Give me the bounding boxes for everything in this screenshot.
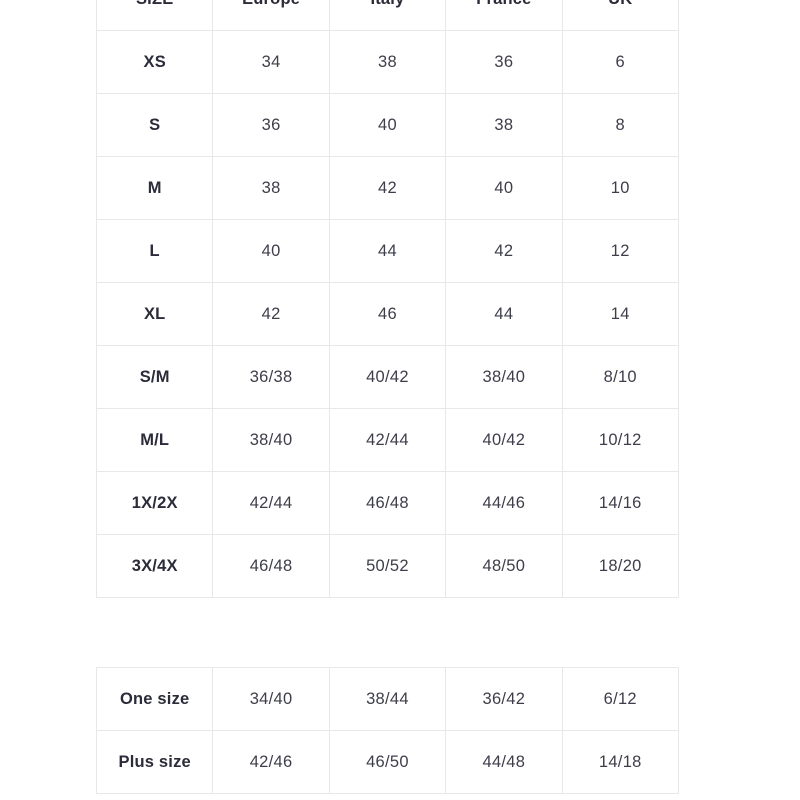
europe-value: 38 [212,156,330,220]
uk-value: 14/16 [561,471,679,535]
table-row: L 40 44 42 12 [95,219,679,283]
size-label: M [95,156,214,220]
secondary-table-body: One size 34/40 38/44 36/42 6/12 Plus siz… [95,667,679,794]
europe-value: 42 [212,282,330,346]
uk-value: 8/10 [561,345,679,409]
europe-value: 42/44 [212,471,330,535]
size-label: 1X/2X [95,471,214,535]
primary-table-header: SIZE Europe Italy France UK [95,0,679,31]
italy-value: 46/48 [328,471,447,535]
france-value: 38/40 [445,345,563,409]
table-row: Plus size 42/46 46/50 44/48 14/18 [95,730,679,794]
table-row: XL 42 46 44 14 [95,282,679,346]
france-value: 44 [445,282,563,346]
table-row: XS 34 38 36 6 [95,30,679,94]
table-row: 3X/4X 46/48 50/52 48/50 18/20 [95,534,679,598]
uk-value: 10 [561,156,679,220]
uk-value: 18/20 [561,534,679,598]
europe-value: 34/40 [212,667,330,731]
france-value: 36/42 [445,667,563,731]
italy-value: 44 [328,219,447,283]
italy-value: 42 [328,156,447,220]
italy-value: 38 [328,30,447,94]
france-value: 48/50 [445,534,563,598]
uk-value: 8 [561,93,679,157]
primary-table-body: XS 34 38 36 6 S 36 40 38 8 M 38 42 40 10 [95,30,679,598]
europe-value: 46/48 [212,534,330,598]
size-label: Plus size [95,730,214,794]
size-label: S/M [95,345,214,409]
uk-value: 14/18 [561,730,679,794]
italy-value: 42/44 [328,408,447,472]
column-header-italy: Italy [328,0,447,31]
france-value: 44/48 [445,730,563,794]
column-header-uk: UK [561,0,679,31]
table-row: S 36 40 38 8 [95,93,679,157]
secondary-size-conversion-table: One size 34/40 38/44 36/42 6/12 Plus siz… [95,667,679,794]
europe-value: 34 [212,30,330,94]
table-row: 1X/2X 42/44 46/48 44/46 14/16 [95,471,679,535]
europe-value: 42/46 [212,730,330,794]
uk-value: 14 [561,282,679,346]
italy-value: 46/50 [328,730,447,794]
size-label: One size [95,667,214,731]
france-value: 44/46 [445,471,563,535]
france-value: 40 [445,156,563,220]
size-label: XL [95,282,214,346]
size-label: XS [95,30,214,94]
table-row: S/M 36/38 40/42 38/40 8/10 [95,345,679,409]
uk-value: 6 [561,30,679,94]
size-label: L [95,219,214,283]
column-header-europe: Europe [212,0,330,31]
france-value: 36 [445,30,563,94]
uk-value: 6/12 [561,667,679,731]
france-value: 42 [445,219,563,283]
size-label: 3X/4X [95,534,214,598]
table-row: M/L 38/40 42/44 40/42 10/12 [95,408,679,472]
column-header-size: SIZE [95,0,214,31]
table-row: One size 34/40 38/44 36/42 6/12 [95,667,679,731]
italy-value: 50/52 [328,534,447,598]
size-label: S [95,93,214,157]
uk-value: 12 [561,219,679,283]
table-row: M 38 42 40 10 [95,156,679,220]
europe-value: 38/40 [212,408,330,472]
italy-value: 38/44 [328,667,447,731]
europe-value: 40 [212,219,330,283]
column-header-france: France [445,0,563,31]
italy-value: 46 [328,282,447,346]
table-header-row: SIZE Europe Italy France UK [95,0,679,31]
size-label: M/L [95,408,214,472]
italy-value: 40 [328,93,447,157]
uk-value: 10/12 [561,408,679,472]
primary-size-conversion-table: SIZE Europe Italy France UK XS 34 38 36 … [95,0,679,598]
europe-value: 36/38 [212,345,330,409]
europe-value: 36 [212,93,330,157]
italy-value: 40/42 [328,345,447,409]
france-value: 38 [445,93,563,157]
france-value: 40/42 [445,408,563,472]
